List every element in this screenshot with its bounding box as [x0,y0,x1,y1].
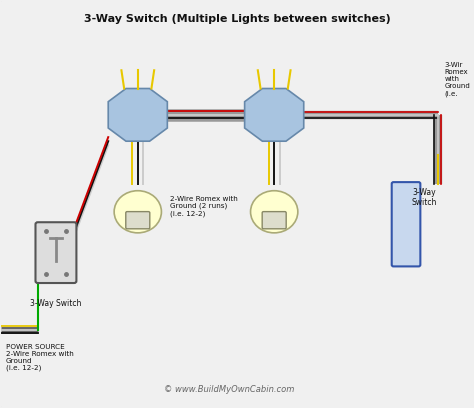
Polygon shape [245,89,304,141]
FancyBboxPatch shape [36,222,76,283]
Text: 3-Way Switch: 3-Way Switch [30,299,82,308]
Polygon shape [108,89,167,141]
Text: 3-Way Switch (Multiple Lights between switches): 3-Way Switch (Multiple Lights between sw… [84,13,391,24]
FancyBboxPatch shape [262,212,286,229]
Text: 2-Wire Romex with
Ground (2 runs)
(i.e. 12-2): 2-Wire Romex with Ground (2 runs) (i.e. … [170,196,237,217]
Text: © www.BuildMyOwnCabin.com: © www.BuildMyOwnCabin.com [164,386,294,395]
Circle shape [114,191,162,233]
FancyBboxPatch shape [392,182,420,266]
Text: 3-Wir
Romex
with
Ground
(i.e.: 3-Wir Romex with Ground (i.e. [445,62,470,97]
Text: 3-Way
Switch: 3-Way Switch [411,188,437,207]
Circle shape [251,191,298,233]
Text: POWER SOURCE
2-Wire Romex with
Ground
(i.e. 12-2): POWER SOURCE 2-Wire Romex with Ground (i… [6,344,73,371]
FancyBboxPatch shape [126,212,150,229]
